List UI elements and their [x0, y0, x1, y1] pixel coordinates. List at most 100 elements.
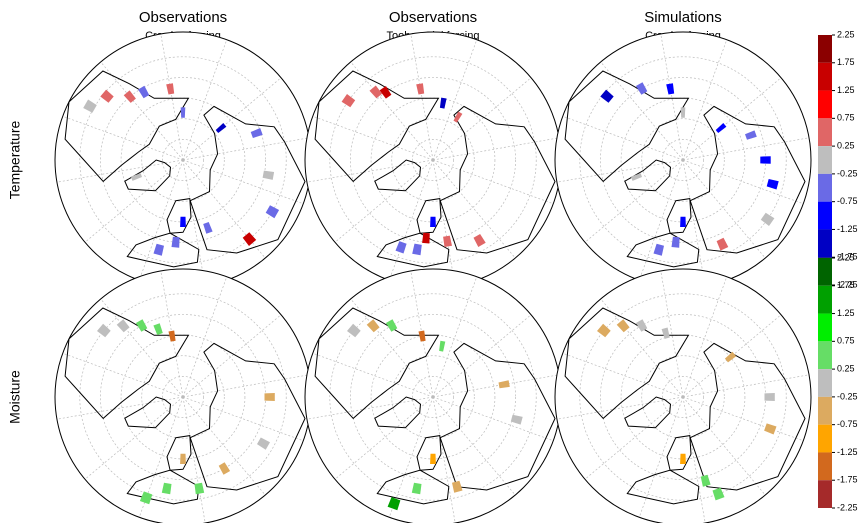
graticule	[62, 352, 184, 398]
graticule	[350, 298, 434, 398]
graticule	[432, 39, 478, 161]
colorbar-tick-label: -0.25	[837, 391, 858, 401]
grid-cell	[498, 380, 510, 389]
graticule	[56, 159, 184, 183]
grid-cell	[385, 319, 398, 332]
graticule	[329, 56, 537, 264]
grid-cell	[130, 173, 142, 181]
graticule	[84, 396, 184, 480]
column-title: Simulations	[644, 9, 722, 26]
coastline	[189, 342, 306, 491]
graticule	[660, 33, 684, 161]
colorbar-tick-label: 0.75	[837, 113, 855, 123]
grid-cell	[168, 330, 176, 342]
graticule	[182, 396, 304, 442]
graticule	[682, 396, 804, 442]
graticule	[638, 159, 684, 281]
grid-cell	[764, 423, 777, 435]
colorbar-tick-label: 1.25	[837, 308, 855, 318]
coastline	[64, 307, 190, 420]
grid-cell	[473, 234, 486, 247]
grid-cell	[387, 497, 401, 511]
grid-cell	[83, 99, 97, 113]
polar-map	[554, 31, 812, 289]
polar-map	[304, 31, 562, 289]
coastline	[374, 159, 422, 192]
graticule	[312, 115, 434, 161]
colorbar-segment	[818, 313, 832, 342]
graticule	[682, 159, 804, 205]
grid-cell	[760, 156, 771, 164]
grid-cell	[661, 327, 670, 339]
grid-cell	[139, 491, 153, 505]
graticule	[162, 376, 204, 418]
grid-cell	[453, 111, 463, 123]
graticule	[306, 396, 434, 420]
grid-cell	[171, 236, 180, 248]
graticule	[432, 374, 560, 398]
graticule	[682, 396, 766, 496]
grid-cell	[418, 330, 426, 342]
graticule	[432, 159, 554, 205]
graticule	[391, 118, 475, 202]
colorbar-tick-label: -1.25	[837, 447, 858, 457]
graticule	[432, 396, 554, 442]
graticule	[350, 314, 516, 480]
colorbar-tick-label: -0.25	[837, 168, 858, 178]
graticule	[556, 159, 684, 183]
graticule	[682, 276, 728, 398]
grid-cell	[369, 85, 383, 99]
grid-cell	[671, 236, 680, 248]
graticule	[162, 139, 204, 181]
colorbar-tick-label: 1.75	[837, 57, 855, 67]
grid-cell	[616, 319, 630, 333]
grid-cell	[745, 130, 757, 140]
grid-cell	[203, 222, 213, 234]
graticule	[584, 159, 684, 243]
graticule	[412, 376, 454, 418]
colorbar-segment	[818, 201, 832, 230]
polar-map	[304, 268, 562, 523]
grid-cell	[597, 323, 611, 338]
colorbar-segment	[818, 369, 832, 397]
polar-map	[54, 31, 312, 289]
grid-cell	[153, 243, 164, 256]
coastline	[189, 105, 306, 254]
colorbar-segment	[818, 229, 832, 258]
grid-cell	[510, 414, 523, 425]
grid-cell	[635, 319, 648, 332]
grid-cell	[630, 173, 642, 181]
polar-map	[54, 268, 312, 523]
graticule	[662, 376, 704, 418]
grid-cell	[194, 482, 205, 495]
grid-cell	[215, 123, 227, 133]
grid-cell	[712, 487, 725, 501]
colorbar-tick-label: -0.75	[837, 196, 858, 206]
grid-cell	[700, 474, 711, 487]
grid-cell	[411, 482, 422, 495]
grid-cell	[250, 128, 263, 138]
colorbar-segment	[818, 90, 832, 119]
graticule	[660, 270, 684, 398]
graticule	[350, 61, 434, 161]
grid-cell	[716, 237, 729, 251]
colorbar-tick-label: 1.25	[837, 85, 855, 95]
colorbar-tick-label: 2.25	[837, 29, 855, 39]
graticule	[556, 396, 684, 420]
grid-cell	[100, 89, 114, 103]
grid-cell	[715, 123, 727, 133]
graticule	[682, 39, 728, 161]
graticule	[182, 159, 206, 287]
colorbar-segment	[818, 285, 832, 314]
colorbar-tick-label: 0.25	[837, 363, 855, 373]
graticule	[306, 159, 434, 183]
graticule	[682, 159, 706, 287]
coastline	[564, 307, 690, 420]
graticule	[682, 77, 782, 161]
graticule	[138, 396, 184, 518]
coastline	[624, 396, 672, 429]
graticule	[141, 118, 225, 202]
coastline	[689, 342, 806, 491]
grid-cell	[430, 216, 436, 227]
graticule	[79, 293, 287, 501]
